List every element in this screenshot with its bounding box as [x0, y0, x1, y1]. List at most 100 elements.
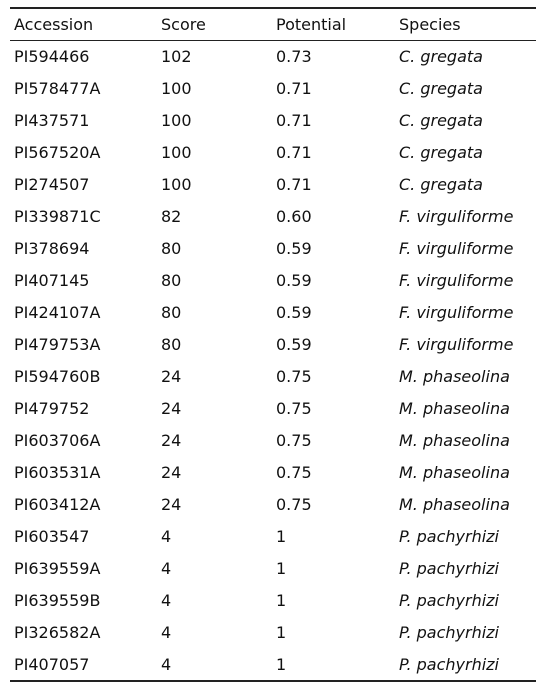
potential-cell: 0.73	[276, 46, 312, 66]
species-cell: C. gregata	[399, 78, 483, 98]
table-row: PI603706A 24 0.75 M. phaseolina	[10, 425, 536, 457]
table-row: PI594466 102 0.73 C. gregata	[10, 40, 536, 72]
table-row: PI378694 80 0.59 F. virguliforme	[10, 232, 536, 264]
accession-cell: PI378694	[14, 238, 90, 258]
species-cell: M. phaseolina	[399, 399, 510, 419]
score-cell: 80	[161, 302, 182, 322]
score-cell: 4	[161, 527, 172, 547]
potential-cell: 1	[276, 623, 287, 643]
score-cell: 24	[161, 431, 182, 451]
header-score: Score	[157, 7, 272, 41]
potential-cell: 0.71	[276, 142, 312, 162]
species-cell: C. gregata	[399, 46, 483, 66]
score-cell: 102	[161, 46, 192, 66]
accession-cell: PI603706A	[14, 431, 101, 451]
table-row: PI639559A 4 1 P. pachyrhizi	[10, 553, 536, 585]
potential-cell: 0.71	[276, 78, 312, 98]
table-row: PI639559B 4 1 P. pachyrhizi	[10, 585, 536, 617]
header-row: Accession Score Potential Species	[10, 7, 536, 41]
table-header: Accession Score Potential Species	[10, 7, 536, 41]
table-row: PI479752 24 0.75 M. phaseolina	[10, 393, 536, 425]
score-cell: 80	[161, 334, 182, 354]
species-cell: F. virguliforme	[399, 238, 514, 258]
species-cell: M. phaseolina	[399, 366, 510, 386]
score-cell: 100	[161, 142, 192, 162]
score-cell: 82	[161, 206, 182, 226]
accession-table-container: Accession Score Potential Species PI5944…	[10, 7, 536, 682]
header-potential: Potential	[272, 7, 395, 41]
species-cell: P. pachyrhizi	[399, 559, 499, 579]
accession-cell: PI603531A	[14, 463, 101, 483]
score-cell: 100	[161, 110, 192, 130]
accession-cell: PI594466	[14, 46, 90, 66]
accession-table: Accession Score Potential Species PI5944…	[10, 7, 536, 682]
species-cell: F. virguliforme	[399, 302, 514, 322]
table-row: PI594760B 24 0.75 M. phaseolina	[10, 360, 536, 392]
score-cell: 80	[161, 238, 182, 258]
potential-cell: 1	[276, 591, 287, 611]
table-row: PI274507 100 0.71 C. gregata	[10, 168, 536, 200]
potential-cell: 0.59	[276, 238, 312, 258]
table-row: PI339871C 82 0.60 F. virguliforme	[10, 200, 536, 232]
table-row: PI603412A 24 0.75 M. phaseolina	[10, 489, 536, 521]
accession-cell: PI424107A	[14, 302, 101, 322]
potential-cell: 0.59	[276, 270, 312, 290]
score-cell: 24	[161, 495, 182, 515]
species-cell: C. gregata	[399, 142, 483, 162]
accession-cell: PI407145	[14, 270, 90, 290]
table-row: PI407057 4 1 P. pachyrhizi	[10, 648, 536, 682]
potential-cell: 0.75	[276, 431, 312, 451]
species-cell: P. pachyrhizi	[399, 527, 499, 547]
potential-cell: 0.75	[276, 366, 312, 386]
accession-cell: PI567520A	[14, 142, 101, 162]
potential-cell: 0.59	[276, 334, 312, 354]
score-cell: 80	[161, 270, 182, 290]
species-cell: M. phaseolina	[399, 463, 510, 483]
species-cell: C. gregata	[399, 110, 483, 130]
accession-cell: PI326582A	[14, 623, 101, 643]
score-cell: 4	[161, 623, 172, 643]
accession-cell: PI594760B	[14, 366, 101, 386]
score-cell: 24	[161, 463, 182, 483]
table-row: PI603531A 24 0.75 M. phaseolina	[10, 457, 536, 489]
potential-cell: 0.60	[276, 206, 312, 226]
potential-cell: 0.71	[276, 110, 312, 130]
potential-cell: 1	[272, 648, 395, 682]
species-cell: P. pachyrhizi	[399, 591, 499, 611]
species-cell: F. virguliforme	[399, 334, 514, 354]
table-row: PI479753A 80 0.59 F. virguliforme	[10, 328, 536, 360]
header-species: Species	[395, 7, 536, 41]
potential-cell: 0.75	[276, 463, 312, 483]
potential-cell: 0.75	[276, 399, 312, 419]
potential-cell: 1	[276, 527, 287, 547]
species-cell: F. virguliforme	[399, 270, 514, 290]
table-row: PI578477A 100 0.71 C. gregata	[10, 72, 536, 104]
score-cell: 24	[161, 366, 182, 386]
accession-cell: PI603547	[14, 527, 90, 547]
accession-cell: PI639559B	[14, 591, 101, 611]
potential-cell: 0.71	[276, 174, 312, 194]
accession-cell: PI639559A	[14, 559, 101, 579]
table-row: PI407145 80 0.59 F. virguliforme	[10, 264, 536, 296]
score-cell: 4	[157, 648, 272, 682]
species-cell: P. pachyrhizi	[395, 648, 536, 682]
species-cell: M. phaseolina	[399, 431, 510, 451]
potential-cell: 1	[276, 559, 287, 579]
potential-cell: 0.59	[276, 302, 312, 322]
header-accession: Accession	[10, 7, 157, 41]
score-cell: 4	[161, 591, 172, 611]
accession-cell: PI479752	[14, 399, 90, 419]
species-cell: C. gregata	[399, 174, 483, 194]
accession-cell: PI437571	[14, 110, 90, 130]
table-row: PI424107A 80 0.59 F. virguliforme	[10, 296, 536, 328]
table-row: PI437571 100 0.71 C. gregata	[10, 104, 536, 136]
table-row: PI567520A 100 0.71 C. gregata	[10, 136, 536, 168]
table-row: PI326582A 4 1 P. pachyrhizi	[10, 617, 536, 649]
accession-cell: PI339871C	[14, 206, 101, 226]
species-cell: M. phaseolina	[399, 495, 510, 515]
potential-cell: 0.75	[276, 495, 312, 515]
score-cell: 24	[161, 399, 182, 419]
accession-cell: PI407057	[10, 648, 157, 682]
score-cell: 4	[161, 559, 172, 579]
accession-cell: PI274507	[14, 174, 90, 194]
